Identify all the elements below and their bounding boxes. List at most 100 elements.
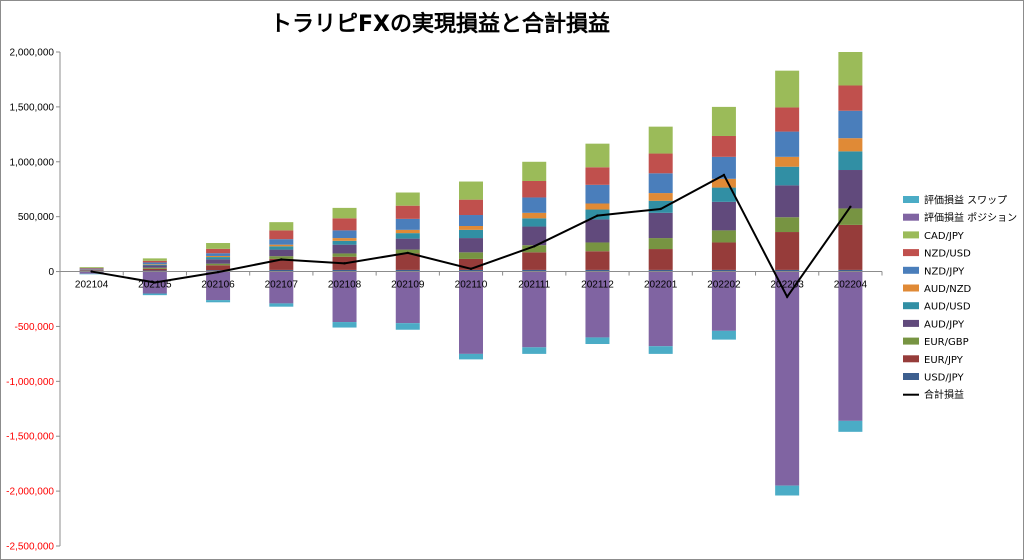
x-tick-label: 202204 <box>834 280 868 291</box>
bar-segment <box>332 271 357 323</box>
bar-segment <box>269 230 294 240</box>
x-tick-label: 202110 <box>455 280 488 291</box>
bar-segment <box>775 217 800 233</box>
bar-segment <box>648 271 673 347</box>
y-tick-label: 2,000,000 <box>10 48 55 59</box>
bar-segment <box>459 269 483 272</box>
bar-segment <box>206 265 231 271</box>
bar-segment <box>395 205 420 219</box>
bar-segment <box>585 271 610 338</box>
bar-segment <box>838 138 863 152</box>
bar-segment <box>459 181 483 200</box>
bar-segment <box>775 70 800 108</box>
bar-segment <box>459 199 483 216</box>
bar-segment <box>269 256 294 259</box>
bar-segment <box>711 201 736 231</box>
bar-segment <box>711 271 736 331</box>
bar-segment <box>459 271 483 354</box>
bar-segment <box>585 167 610 185</box>
bar-segment <box>585 219 610 243</box>
bar-segment <box>269 222 294 231</box>
bar-segment <box>585 251 610 270</box>
total-pl-point <box>722 173 726 177</box>
bar-segment <box>142 262 167 265</box>
bar-segment <box>206 253 231 256</box>
legend-swatch <box>903 337 919 345</box>
bar-segment <box>269 246 294 250</box>
bar-segment <box>522 212 547 219</box>
bar-segment <box>142 260 167 263</box>
bar-segment <box>648 193 673 201</box>
bar-segment <box>775 166 800 186</box>
bar-segment <box>838 110 863 139</box>
bar-segment <box>838 151 863 171</box>
bar-segment <box>332 240 357 245</box>
bar-segment <box>206 257 231 260</box>
legend-swatch <box>903 196 919 203</box>
y-tick-label: -500,000 <box>15 322 55 333</box>
bar-segment <box>775 185 800 218</box>
x-tick-label: 202106 <box>201 280 235 291</box>
legend-swatch <box>903 284 919 292</box>
bar-segment <box>585 184 610 204</box>
bar-segment <box>648 249 673 270</box>
x-tick-label: 202112 <box>581 280 614 291</box>
bar-segment <box>459 252 483 259</box>
bar-segment <box>459 225 483 230</box>
bar-segment <box>332 322 357 328</box>
x-tick-label: 202109 <box>391 280 425 291</box>
bar-segment <box>459 238 483 253</box>
y-tick-label: 500,000 <box>18 212 55 223</box>
legend-label: AUD/USD <box>924 302 971 313</box>
total-pl-point <box>153 281 157 284</box>
bar-segment <box>522 161 547 181</box>
x-tick-label: 202201 <box>644 280 678 291</box>
legend-label: 評価損益 スワップ <box>924 194 1007 207</box>
bar-segment <box>269 249 294 257</box>
legend-swatch <box>903 231 919 239</box>
bar-segment <box>206 263 231 266</box>
legend-swatch <box>903 319 919 327</box>
legend-label: AUD/JPY <box>924 319 965 330</box>
bar-segment <box>648 153 673 174</box>
x-tick-label: 202203 <box>770 280 804 291</box>
x-tick-label: 202202 <box>707 280 741 291</box>
bar-segment <box>522 347 547 354</box>
y-tick-label: 1,500,000 <box>10 102 55 113</box>
bar-segment <box>648 126 673 154</box>
total-pl-point <box>406 251 409 255</box>
bar-segment <box>395 238 420 250</box>
bar-segment <box>522 252 547 270</box>
bar-segment <box>838 208 863 225</box>
bar-segment <box>395 271 420 324</box>
bar-segment <box>206 259 231 264</box>
bar-segment <box>142 268 167 271</box>
bar-segment <box>711 156 736 179</box>
legend-label: NZD/JPY <box>924 266 965 277</box>
bar-segment <box>142 267 167 269</box>
bar-segment <box>585 143 610 168</box>
bar-segment <box>206 243 231 249</box>
bar-segment <box>838 52 863 86</box>
chart-title: トラリピFXの実現損益と合計損益 <box>270 12 610 37</box>
bar-segment <box>648 212 673 239</box>
bar-segment <box>395 218 420 230</box>
bar-segment <box>142 270 167 272</box>
bar-segment <box>142 265 167 268</box>
bar-segment <box>648 238 673 250</box>
bar-segment <box>395 323 420 330</box>
bar-segment <box>585 242 610 252</box>
legend-label: 合計損益 <box>924 388 964 401</box>
legend-swatch <box>903 266 919 274</box>
total-pl-point <box>90 270 93 273</box>
bar-segment <box>142 293 167 296</box>
bar-segment <box>838 420 863 432</box>
bar-segment <box>775 156 800 167</box>
bar-segment <box>459 258 483 270</box>
bar-segment <box>711 106 736 136</box>
bar-segment <box>522 269 547 272</box>
total-pl-point <box>596 214 599 217</box>
bar-segment <box>648 200 673 213</box>
bar-segment <box>269 239 294 245</box>
bar-segment <box>522 245 547 253</box>
